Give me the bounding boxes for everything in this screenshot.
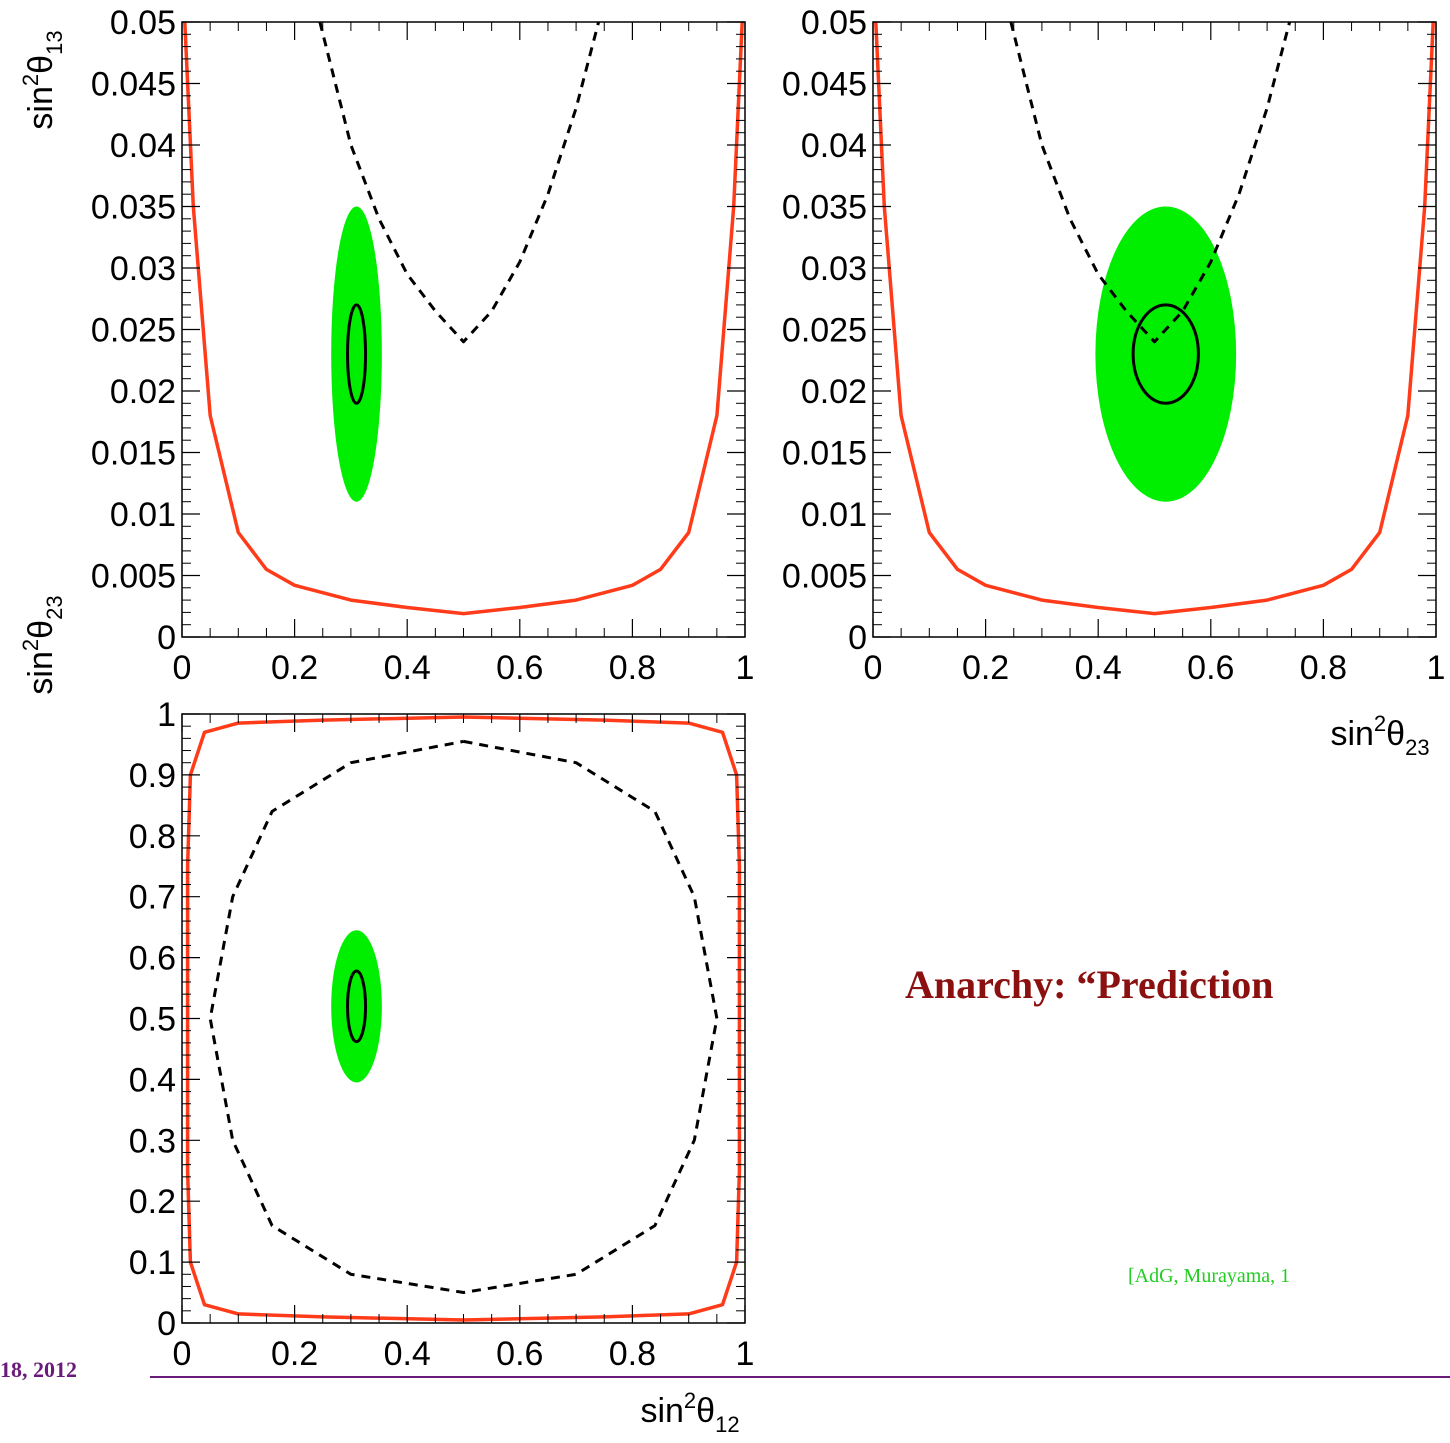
x-axis-label: sin2θ23 <box>1330 711 1429 760</box>
allowed-region-green <box>331 930 382 1083</box>
y-tick-label: 0.4 <box>129 1061 176 1099</box>
y-axis-label: sin2θ13 <box>18 30 67 129</box>
x-tick-label: 0.2 <box>271 1335 318 1373</box>
y-axis-label: sin2θ23 <box>18 595 67 694</box>
y-tick-label: 0.025 <box>782 312 867 350</box>
y-tick-label: 0.03 <box>110 250 176 288</box>
y-tick-label: 0.005 <box>91 558 176 596</box>
series-solid-line <box>183 22 744 616</box>
citation-text: [AdG, Murayama, 1 <box>1128 1265 1290 1287</box>
allowed-region-contour <box>1131 303 1200 405</box>
series-solid-line <box>185 715 742 1322</box>
y-tick-label: 0 <box>157 619 176 657</box>
plot-panel-theta12-theta23: 0 0.2 0.4 0.6 0.8 1 0 0.1 0.2 0.3 0.4 0.5 0.6 0.7 0.8 0… <box>18 595 754 1437</box>
x-tick-label: 0.6 <box>496 1335 543 1373</box>
series-solid-line <box>874 22 1435 616</box>
y-tick-label: 0.2 <box>129 1183 176 1221</box>
plots-layer: 0 0.2 0.4 0.6 0.8 1 0 0.005 0.01 0.015 0.02 0.025 0.… <box>18 4 1445 1437</box>
y-tick-label: 0.8 <box>129 818 176 856</box>
series-dashed-line <box>208 739 719 1294</box>
y-tick-label: 0 <box>157 1305 176 1343</box>
y-tick-label: 0.04 <box>801 127 867 165</box>
y-tick-label: 1 <box>157 696 176 734</box>
y-tick-label: 0.9 <box>129 757 176 795</box>
y-tick-label: 0.3 <box>129 1122 176 1160</box>
y-tick-label: 0.035 <box>782 189 867 227</box>
y-tick-label: 0.7 <box>129 879 176 917</box>
x-axis-label: sin2θ12 <box>640 1388 739 1437</box>
x-tick-label: 0.8 <box>1300 649 1347 687</box>
series-dashed-line <box>1009 22 1292 344</box>
footer-date: 18, 2012 <box>0 1357 77 1382</box>
series-dashed-line <box>318 22 601 344</box>
y-tick-label: 0.05 <box>110 4 176 42</box>
y-tick-label: 0.6 <box>129 940 176 978</box>
y-tick-label: 0.03 <box>801 250 867 288</box>
x-tick-label: 0.6 <box>1187 649 1234 687</box>
y-tick-label: 0.01 <box>110 496 176 534</box>
y-tick-label: 0.015 <box>782 435 867 473</box>
allowed-region-contour <box>346 303 368 405</box>
y-tick-label: 0.5 <box>129 1001 176 1039</box>
y-tick-label: 0.005 <box>782 558 867 596</box>
y-tick-label: 0.045 <box>782 66 867 104</box>
x-tick-label: 0.4 <box>384 649 431 687</box>
allowed-region-green <box>331 206 382 502</box>
plot-frame <box>181 713 746 1324</box>
x-tick-label: 0.4 <box>1075 649 1122 687</box>
x-tick-label: 0.4 <box>384 1335 431 1373</box>
x-tick-label: 0.2 <box>962 649 1009 687</box>
y-tick-label: 0.02 <box>110 373 176 411</box>
plot-frame <box>181 21 746 638</box>
x-tick-label: 1 <box>736 1335 755 1373</box>
x-tick-label: 0 <box>173 649 192 687</box>
x-tick-label: 0.8 <box>609 1335 656 1373</box>
x-tick-label: 0.6 <box>496 649 543 687</box>
y-tick-label: 0.04 <box>110 127 176 165</box>
slide-title: Anarchy: “Prediction <box>905 962 1274 1007</box>
x-tick-label: 1 <box>1427 649 1446 687</box>
y-tick-label: 0.015 <box>91 435 176 473</box>
allowed-region-contour <box>346 969 368 1044</box>
y-tick-label: 0.05 <box>801 4 867 42</box>
y-tick-label: 0 <box>848 619 867 657</box>
y-tick-label: 0.025 <box>91 312 176 350</box>
x-tick-label: 0.2 <box>271 649 318 687</box>
y-tick-label: 0.02 <box>801 373 867 411</box>
y-tick-label: 0.035 <box>91 189 176 227</box>
x-tick-label: 1 <box>736 649 755 687</box>
plot-panel-theta23-theta13: 0 0.2 0.4 0.6 0.8 1 0 0.005 0.01 0.015 0.02 0.025 0.… <box>782 4 1446 760</box>
y-tick-label: 0.01 <box>801 496 867 534</box>
y-tick-label: 0.1 <box>129 1244 176 1282</box>
x-tick-label: 0 <box>173 1335 192 1373</box>
y-tick-label: 0.045 <box>91 66 176 104</box>
x-tick-label: 0 <box>864 649 883 687</box>
plot-panel-theta12-theta13: 0 0.2 0.4 0.6 0.8 1 0 0.005 0.01 0.015 0.02 0.025 0.… <box>18 4 754 687</box>
x-tick-label: 0.8 <box>609 649 656 687</box>
